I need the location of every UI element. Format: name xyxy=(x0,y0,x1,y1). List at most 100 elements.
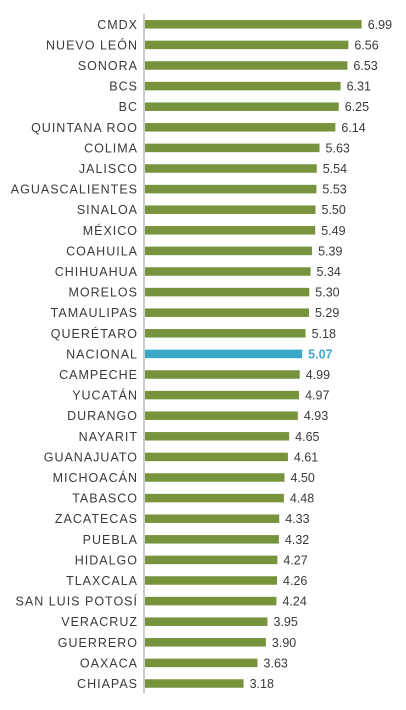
category-label: NACIONAL xyxy=(66,347,138,361)
category-label: COLIMA xyxy=(84,141,138,155)
value-label: 4.97 xyxy=(305,389,329,403)
bar xyxy=(145,617,268,626)
category-label: NUEVO LEÓN xyxy=(46,37,138,52)
bar xyxy=(145,164,317,173)
value-label: 5.50 xyxy=(322,203,346,217)
value-label: 5.18 xyxy=(312,327,336,341)
value-label: 4.33 xyxy=(285,512,309,526)
value-label: 5.49 xyxy=(321,224,345,238)
category-label: JALISCO xyxy=(79,162,138,176)
category-label: SAN LUIS POTOSÍ xyxy=(16,594,138,609)
bar xyxy=(145,390,300,400)
category-label: CAMPECHE xyxy=(59,368,138,382)
category-label: CMDX xyxy=(97,18,138,32)
bar xyxy=(145,20,362,29)
value-label: 4.93 xyxy=(304,409,328,423)
value-label: 3.63 xyxy=(264,656,288,670)
value-label: 5.30 xyxy=(315,286,339,300)
value-label: 4.24 xyxy=(282,595,306,609)
bar xyxy=(145,452,288,462)
bar xyxy=(145,658,258,668)
value-label: 5.63 xyxy=(326,141,350,155)
value-label: 4.48 xyxy=(290,492,314,506)
category-label: MORELOS xyxy=(68,286,138,300)
bar xyxy=(145,596,277,606)
bar xyxy=(145,123,336,132)
bars-group: CMDX 6.99 NUEVO LEÓN 6.56 SONORA 6.53 BCS 6.31 B… xyxy=(11,18,392,691)
bar xyxy=(145,473,285,482)
value-label: 6.99 xyxy=(368,18,392,32)
value-label: 5.07 xyxy=(308,347,332,361)
bar xyxy=(145,576,278,585)
category-label: CHIAPAS xyxy=(77,677,138,691)
category-label: BC xyxy=(119,100,138,114)
category-label: MÉXICO xyxy=(83,223,138,238)
category-label: HIDALGO xyxy=(75,553,138,567)
category-label: NAYARIT xyxy=(79,430,138,444)
category-label: TLAXCALA xyxy=(66,574,138,588)
value-label: 5.53 xyxy=(322,183,346,197)
category-label: QUERÉTARO xyxy=(51,326,138,341)
bar xyxy=(145,329,306,338)
bar xyxy=(145,555,278,565)
value-label: 3.95 xyxy=(273,615,297,629)
value-label: 4.99 xyxy=(306,368,330,382)
category-label: PUEBLA xyxy=(83,533,138,547)
value-label: 5.54 xyxy=(323,162,347,176)
category-label: OAXACA xyxy=(80,656,138,670)
bar xyxy=(145,514,280,523)
category-label: VERACRUZ xyxy=(61,615,138,629)
category-label: GUERRERO xyxy=(58,636,138,650)
value-label: 6.14 xyxy=(341,121,365,135)
category-label: ZACATECAS xyxy=(55,512,138,526)
category-label: TAMAULIPAS xyxy=(51,306,138,320)
category-label: COAHUILA xyxy=(66,244,138,258)
value-label: 4.61 xyxy=(294,450,318,464)
value-label: 4.50 xyxy=(291,471,315,485)
bar xyxy=(145,226,316,235)
bar xyxy=(145,61,348,70)
category-label: AGUASCALIENTES xyxy=(11,183,138,197)
value-label: 6.56 xyxy=(354,38,378,52)
bar xyxy=(145,267,311,276)
category-label: MICHOACÁN xyxy=(53,470,138,485)
value-label: 6.31 xyxy=(347,80,371,94)
value-label: 6.53 xyxy=(353,59,377,73)
category-label: TABASCO xyxy=(72,492,138,506)
bar xyxy=(145,40,349,50)
bar xyxy=(145,205,316,214)
bar xyxy=(145,370,300,379)
bar xyxy=(145,535,279,544)
value-label: 4.26 xyxy=(283,574,307,588)
value-label: 3.90 xyxy=(272,636,296,650)
bar xyxy=(145,81,341,91)
bar xyxy=(145,349,303,359)
value-label: 5.29 xyxy=(315,306,339,320)
value-label: 5.39 xyxy=(318,244,342,258)
value-label: 4.32 xyxy=(285,533,309,547)
bar xyxy=(145,432,290,441)
bar xyxy=(145,411,298,420)
bar xyxy=(145,287,310,297)
category-label: BCS xyxy=(109,80,138,94)
bar xyxy=(145,143,320,153)
category-label: QUINTANA ROO xyxy=(31,121,138,135)
category-label: SONORA xyxy=(78,59,138,73)
category-label: CHIHUAHUA xyxy=(55,265,138,279)
bar xyxy=(145,246,313,256)
category-label: GUANAJUATO xyxy=(44,450,138,464)
bar xyxy=(145,184,317,194)
bar xyxy=(145,102,339,111)
category-label: YUCATÁN xyxy=(72,388,138,403)
bar xyxy=(145,308,309,317)
value-label: 4.27 xyxy=(283,553,307,567)
bar xyxy=(145,679,244,688)
value-label: 5.34 xyxy=(317,265,341,279)
bar xyxy=(145,493,284,503)
category-label: SINALOA xyxy=(77,203,138,217)
category-label: DURANGO xyxy=(67,409,138,423)
value-label: 6.25 xyxy=(345,100,369,114)
value-label: 4.65 xyxy=(295,430,319,444)
bar xyxy=(145,638,266,647)
